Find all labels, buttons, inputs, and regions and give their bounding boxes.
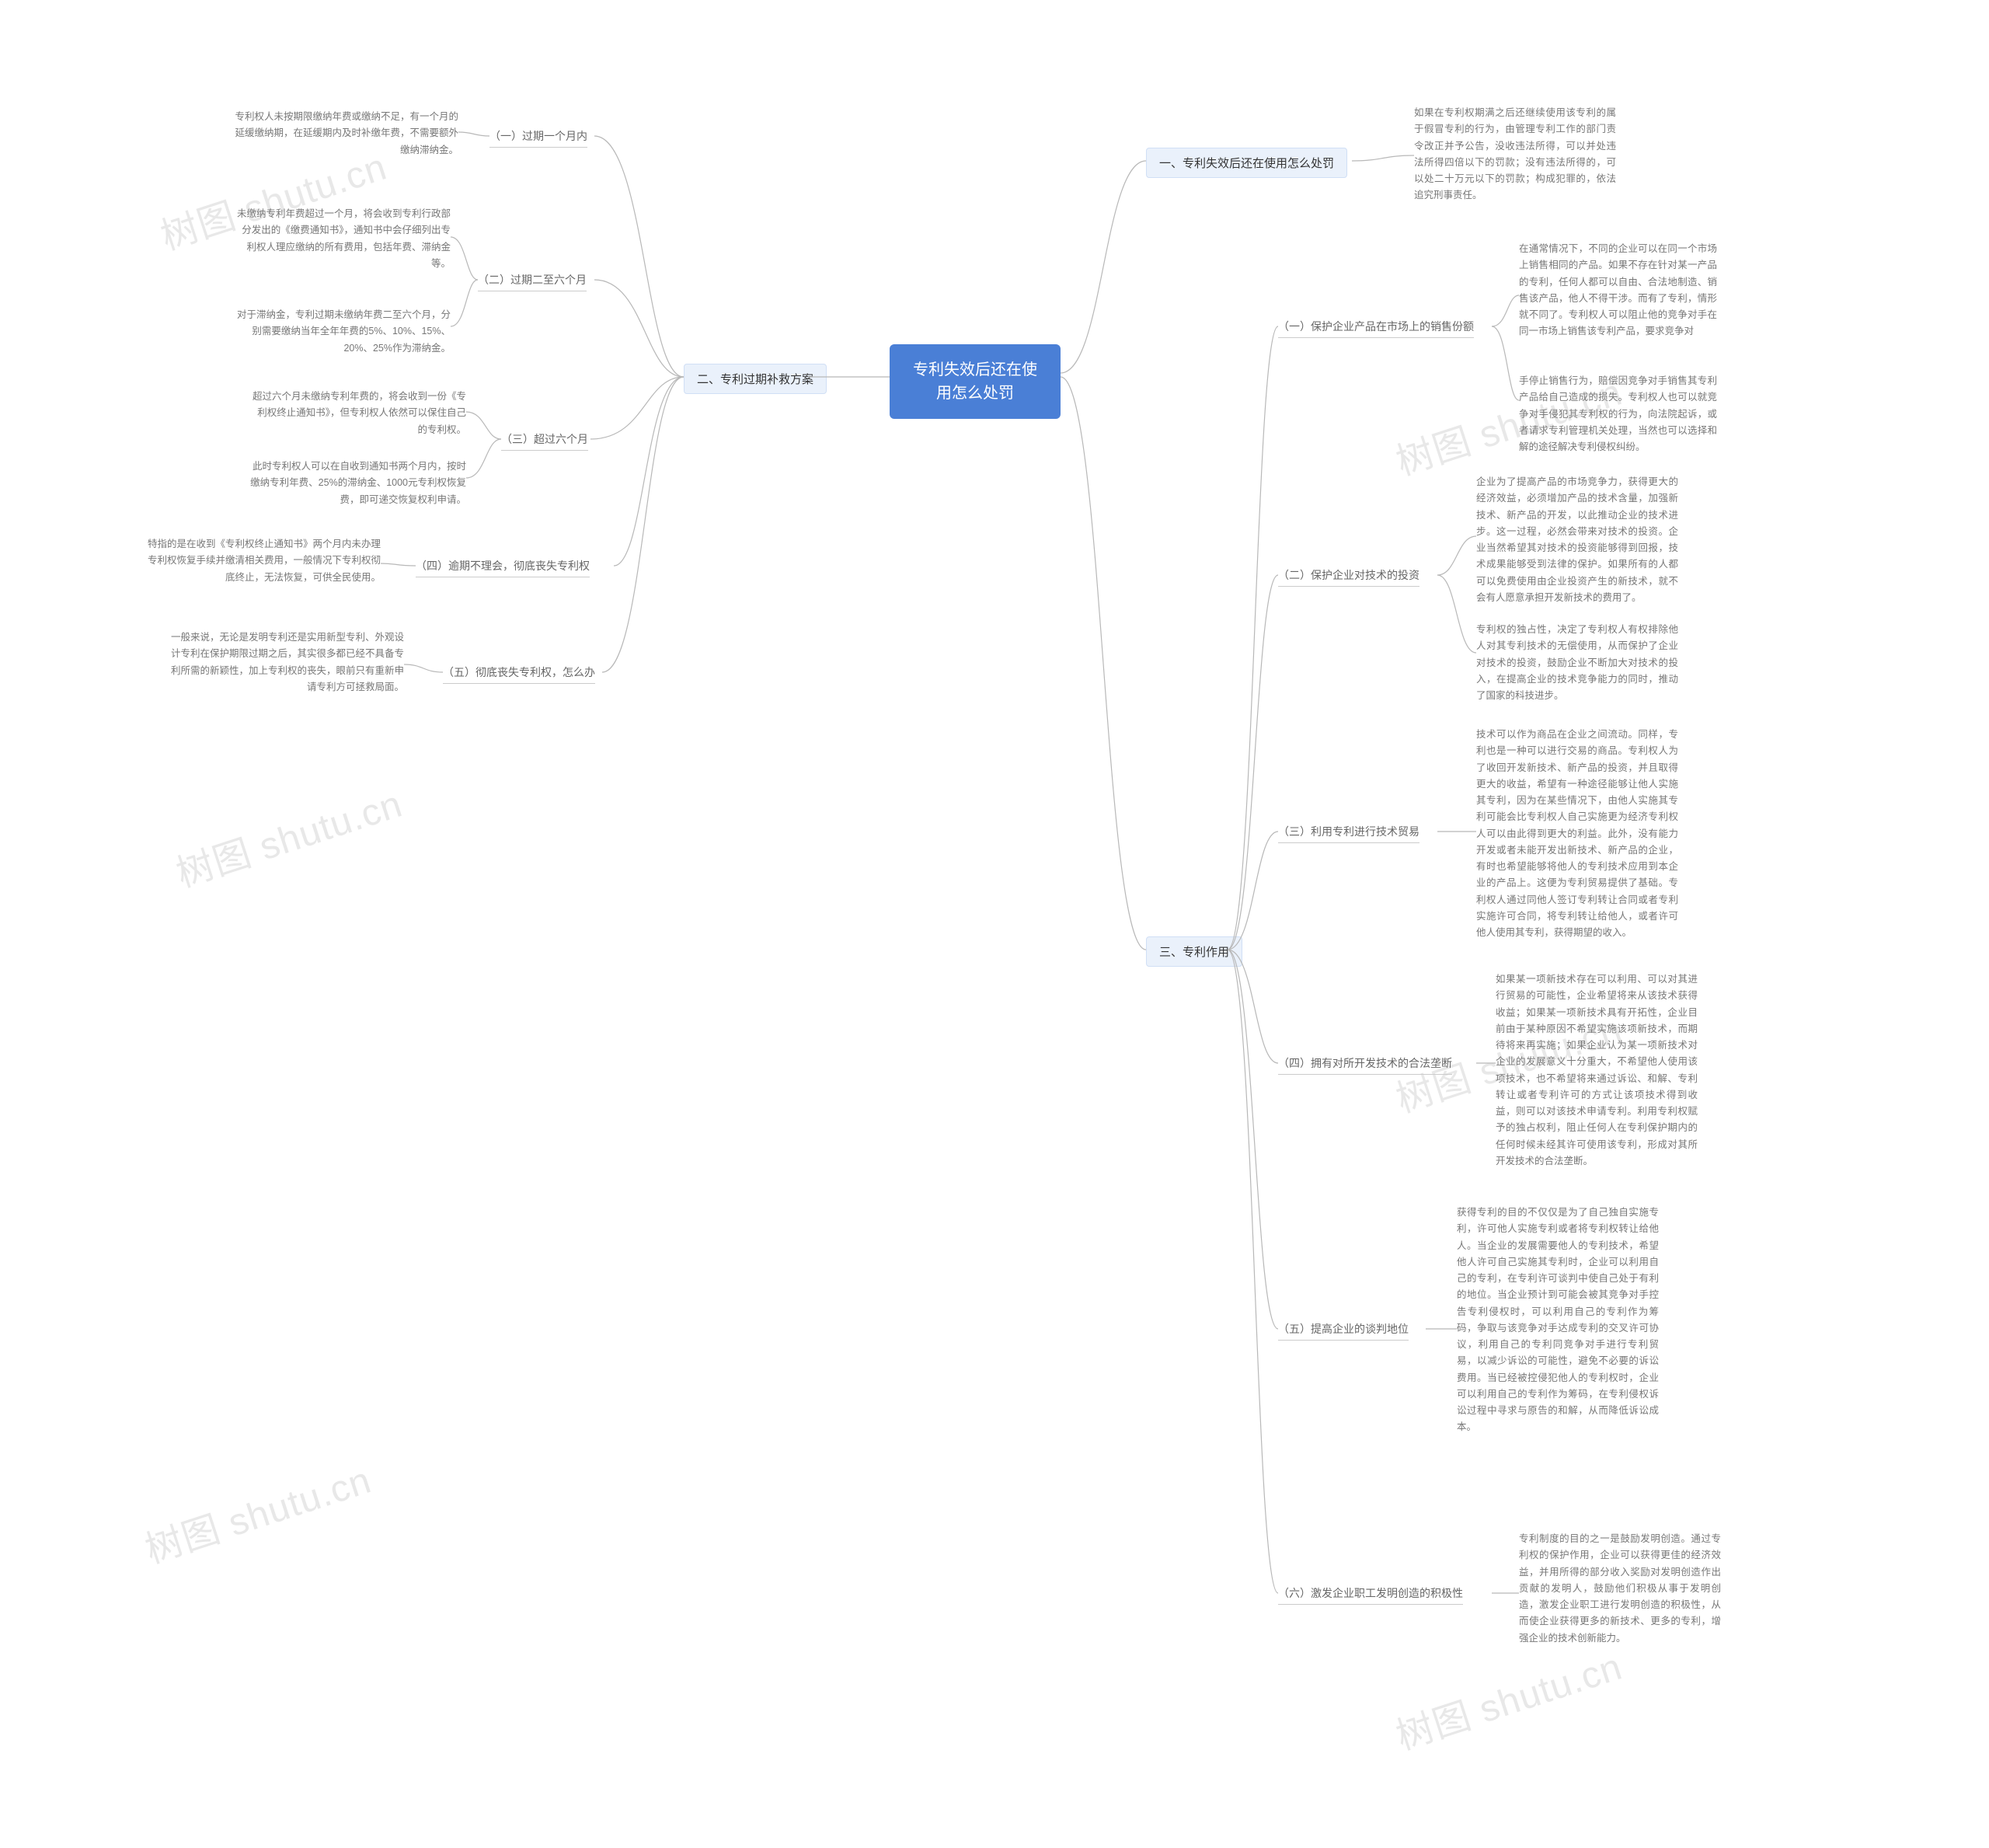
leaf-text: 企业为了提高产品的市场竞争力，获得更大的经济效益，必须增加产品的技术含量，加强新…: [1476, 474, 1678, 606]
sub-node-2-2: （二）过期二至六个月: [478, 272, 587, 291]
branch-node-1: 一、专利失效后还在使用怎么处罚: [1146, 148, 1347, 178]
leaf-text: 如果某一项新技术存在可以利用、可以对其进行贸易的可能性，企业希望将来从该技术获得…: [1496, 971, 1698, 1170]
leaf-text: 获得专利的目的不仅仅是为了自己独自实施专利，许可他人实施专利或者将专利权转让给他…: [1457, 1205, 1659, 1436]
leaf-text: 特指的是在收到《专利权终止通知书》两个月内未办理专利权恢复手续并缴清相关费用，一…: [148, 536, 381, 586]
leaf-text: 超过六个月未缴纳专利年费的，将会收到一份《专利权终止通知书》，但专利权人依然可以…: [249, 389, 466, 438]
sub-node-2-5: （五）彻底丧失专利权，怎么办: [443, 664, 595, 684]
sub-node-3-2: （二）保护企业对技术的投资: [1278, 567, 1419, 587]
sub-node-3-1: （一）保护企业产品在市场上的销售份额: [1278, 319, 1474, 338]
leaf-text: 对于滞纳金，专利过期未缴纳年费二至六个月，分别需要缴纳当年全年年费的5%、10%…: [233, 307, 451, 357]
branch-node-3: 三、专利作用: [1146, 936, 1242, 967]
leaf-text: 手停止销售行为，赔偿因竞争对手销售其专利产品给自己造成的损失。专利权人也可以就竞…: [1519, 373, 1717, 455]
watermark: 树图 shutu.cn: [169, 773, 409, 898]
leaf-text: 如果在专利权期满之后还继续使用该专利的属于假冒专利的行为，由管理专利工作的部门责…: [1414, 105, 1616, 204]
leaf-text: 此时专利权人可以在自收到通知书两个月内，按时缴纳专利年费、25%的滞纳金、100…: [249, 459, 466, 508]
leaf-text: 专利制度的目的之一是鼓励发明创造。通过专利权的保护作用，企业可以获得更佳的经济效…: [1519, 1531, 1721, 1647]
leaf-text: 专利权的独占性，决定了专利权人有权排除他人对其专利技术的无偿使用，从而保护了企业…: [1476, 622, 1678, 704]
root-node: 专利失效后还在使用怎么处罚: [890, 344, 1061, 419]
leaf-text: 专利权人未按期限缴纳年费或缴纳不足，有一个月的延缓缴纳期，在延缓期内及时补缴年费…: [233, 109, 458, 159]
sub-node-3-3: （三）利用专利进行技术贸易: [1278, 824, 1419, 843]
branch-node-2: 二、专利过期补救方案: [684, 364, 827, 394]
leaf-text: 未缴纳专利年费超过一个月，将会收到专利行政部分发出的《缴费通知书》，通知书中会仔…: [233, 206, 451, 272]
sub-node-2-1: （一）过期一个月内: [489, 128, 587, 148]
watermark: 树图 shutu.cn: [1388, 1636, 1628, 1760]
sub-node-2-4: （四）逾期不理会，彻底丧失专利权: [416, 558, 590, 577]
sub-node-3-5: （五）提高企业的谈判地位: [1278, 1321, 1409, 1341]
leaf-text: 技术可以作为商品在企业之间流动。同样，专利也是一种可以进行交易的商品。专利权人为…: [1476, 727, 1678, 941]
sub-node-2-3: （三）超过六个月: [501, 431, 588, 451]
sub-node-3-6: （六）激发企业职工发明创造的积极性: [1278, 1585, 1463, 1605]
sub-node-3-4: （四）拥有对所开发技术的合法垄断: [1278, 1055, 1452, 1075]
watermark: 树图 shutu.cn: [138, 1449, 378, 1574]
leaf-text: 一般来说，无论是发明专利还是实用新型专利、外观设计专利在保护期限过期之后，其实很…: [171, 629, 404, 696]
leaf-text: 在通常情况下，不同的企业可以在同一个市场上销售相同的产品。如果不存在针对某一产品…: [1519, 241, 1717, 340]
